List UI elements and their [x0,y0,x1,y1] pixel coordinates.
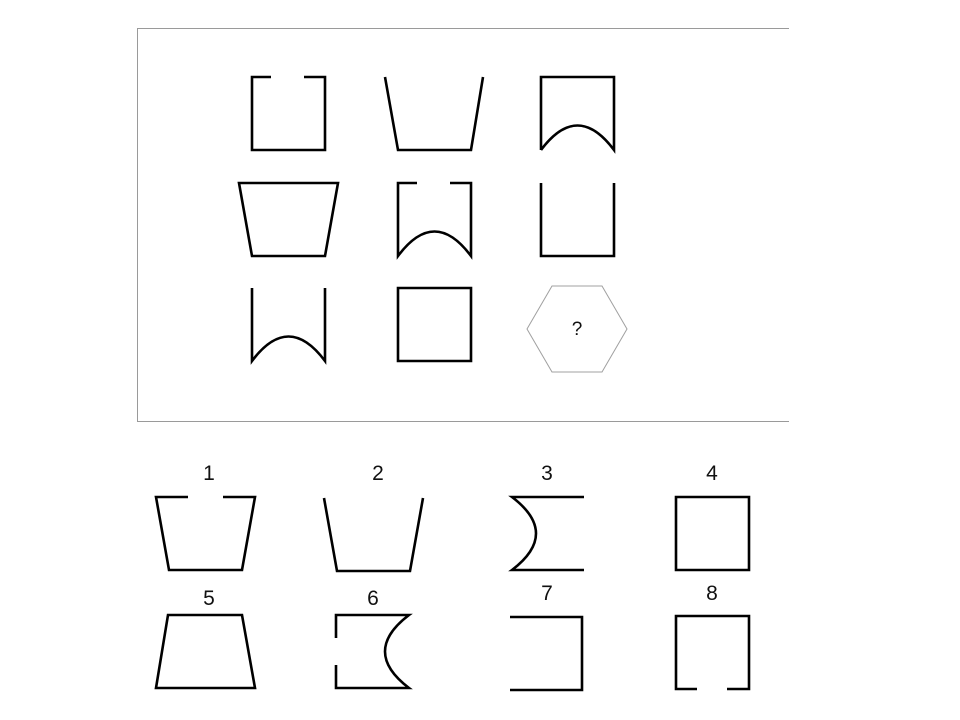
puzzle-frame [137,28,789,422]
matrix-cell-r2c3 [539,183,616,258]
matrix-cell-r1c1 [250,75,327,152]
option-1[interactable]: 1 [154,462,257,572]
matrix-cell-r3c2 [396,286,473,363]
option-4-number: 4 [706,462,718,485]
option-3[interactable]: 3 [508,462,584,572]
option-8[interactable]: 8 [674,582,751,691]
option-4[interactable]: 4 [674,462,751,572]
option-2-number: 2 [372,462,384,485]
missing-cell-hexagon [526,285,628,373]
option-5-number: 5 [203,587,215,610]
matrix-cell-r2c2 [396,181,473,260]
option-3-number: 3 [541,462,553,485]
option-8-number: 8 [706,582,718,605]
option-2[interactable]: 2 [322,462,425,573]
matrix-cell-r1c2 [383,76,485,152]
option-5[interactable]: 5 [154,587,257,690]
matrix-cell-r2c1 [237,181,340,258]
matrix-cell-missing: ? [526,285,628,373]
option-1-number: 1 [203,462,215,485]
matrix-cell-r1c3 [539,75,616,154]
missing-cell-question-mark: ? [572,319,583,340]
option-6-number: 6 [367,587,379,610]
matrix-cell-r3c1 [250,288,327,365]
option-7[interactable]: 7 [510,582,584,692]
option-7-number: 7 [541,582,553,605]
option-6[interactable]: 6 [334,587,413,690]
